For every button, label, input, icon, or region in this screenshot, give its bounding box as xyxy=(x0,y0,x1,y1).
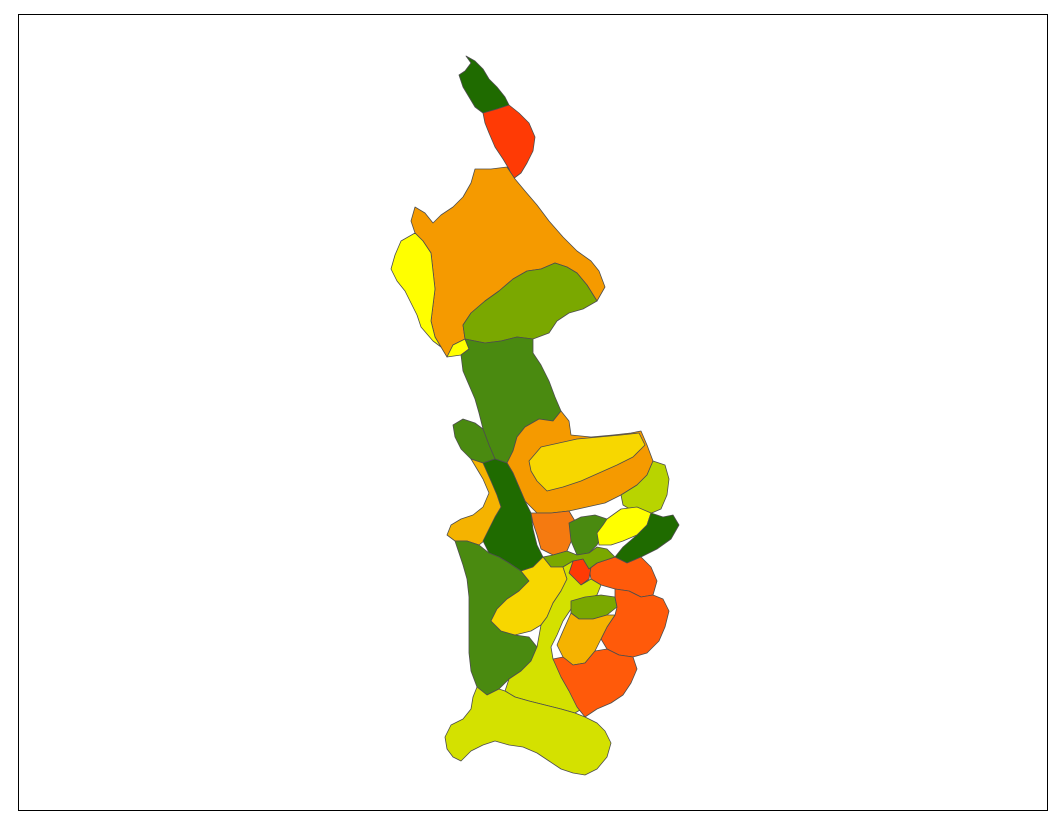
choropleth-map xyxy=(390,55,680,776)
region-south-east-orange xyxy=(600,588,670,658)
region-south-bottom xyxy=(444,686,612,776)
region-west-edge-north xyxy=(390,232,442,348)
region-north-strip xyxy=(482,104,536,180)
map-frame xyxy=(18,14,1048,811)
map-regions xyxy=(390,55,680,776)
region-east-yellow xyxy=(596,506,652,546)
region-south-southeast xyxy=(552,648,638,718)
region-south-amber xyxy=(556,612,616,666)
region-central-east-inner xyxy=(528,432,646,492)
region-north-tip xyxy=(458,55,510,114)
